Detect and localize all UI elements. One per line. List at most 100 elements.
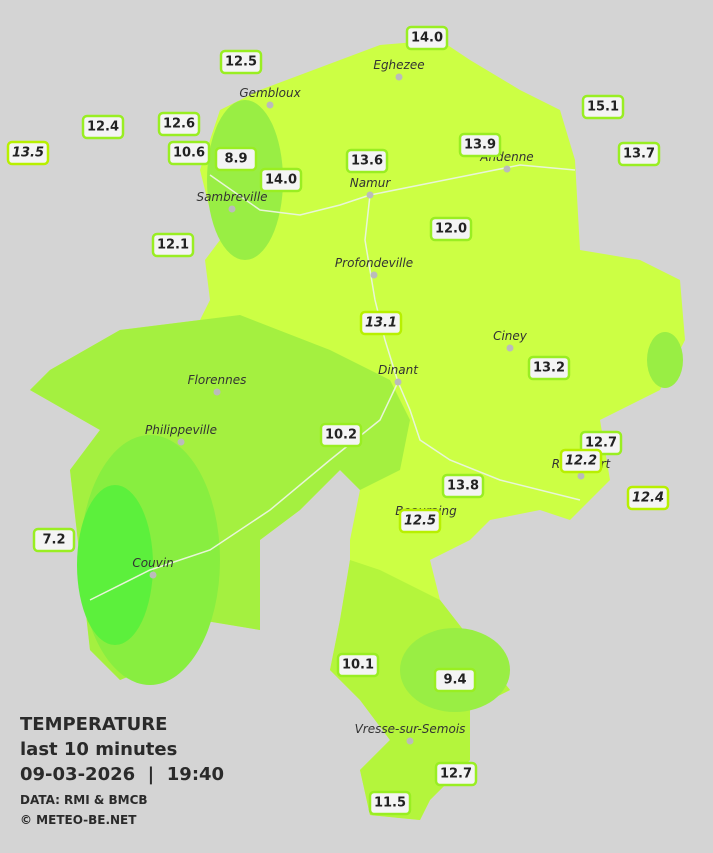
station: 12.5: [398, 508, 442, 534]
city-dot: [394, 378, 402, 386]
station-value: 13.1: [365, 316, 397, 331]
city-dot: [366, 191, 374, 199]
city-name: Ciney: [493, 329, 528, 343]
station: 11.5: [368, 790, 412, 816]
station-box: [405, 25, 449, 51]
station-box: [81, 114, 125, 140]
station-value: 9.4: [443, 673, 466, 688]
station: 15.1: [581, 94, 625, 120]
station-box: [214, 146, 258, 172]
station-box: [259, 167, 303, 193]
station-box: [527, 355, 571, 381]
station-value: 12.1: [157, 238, 189, 253]
city-dot: [503, 165, 511, 173]
station-box: [433, 667, 477, 693]
cool-zone-sambreville: [207, 100, 283, 260]
station: 10.1: [336, 652, 380, 678]
station-box: [559, 448, 603, 474]
legend-datetime: 09-03-2026 | 19:40: [20, 764, 224, 785]
city-name: Florennes: [188, 373, 247, 387]
station: 13.6: [345, 148, 389, 174]
station: 13.1: [359, 310, 403, 336]
station-box: [441, 473, 485, 499]
station: 12.0: [429, 216, 473, 242]
station-box: [345, 148, 389, 174]
city-dot: [149, 571, 157, 579]
station-box: [581, 94, 625, 120]
station-value: 10.6: [173, 146, 205, 161]
station-value: 11.5: [374, 796, 406, 811]
station-box: [151, 232, 195, 258]
station-value: 14.0: [265, 173, 297, 188]
legend-title: TEMPERATURE: [20, 714, 167, 735]
station: 13.5: [6, 140, 50, 166]
station-value: 12.2: [565, 454, 597, 469]
station-value: 10.1: [342, 658, 374, 673]
station: 10.6: [167, 140, 211, 166]
station-value: 12.7: [440, 767, 472, 782]
station-box: [157, 111, 201, 137]
station: 12.2: [559, 448, 603, 474]
city-name: Gembloux: [239, 86, 301, 100]
station: 13.2: [527, 355, 571, 381]
station-value: 13.5: [12, 146, 44, 161]
station-value: 15.1: [587, 100, 619, 115]
city-dot: [228, 205, 236, 213]
legend-copyright: © METEO-BE.NET: [20, 813, 137, 827]
station: 12.4: [81, 114, 125, 140]
cool-zone-east: [647, 332, 683, 388]
city-dot: [213, 388, 221, 396]
station-box: [32, 527, 76, 553]
station-value: 13.9: [464, 138, 496, 153]
city-dot: [577, 472, 585, 480]
cold-zone-couvin: [77, 485, 153, 645]
city-dot: [266, 101, 274, 109]
station: 12.7: [434, 761, 478, 787]
station-value: 12.5: [404, 514, 436, 529]
city-name: Philippeville: [145, 423, 217, 437]
station: 13.8: [441, 473, 485, 499]
city-name: Couvin: [132, 556, 173, 570]
station-value: 12.5: [225, 55, 257, 70]
city-name: Vresse-sur-Semois: [355, 722, 466, 736]
station-value: 14.0: [411, 31, 443, 46]
station: 13.7: [617, 141, 661, 167]
station-value: 10.2: [325, 428, 357, 443]
station: 13.9: [458, 132, 502, 158]
city-dot: [370, 271, 378, 279]
station-value: 13.2: [533, 361, 565, 376]
station-value: 13.8: [447, 479, 479, 494]
station: 12.4: [626, 485, 670, 511]
station: 10.2: [319, 422, 363, 448]
city-name: Sambreville: [196, 190, 267, 204]
station-box: [434, 761, 478, 787]
station-box: [6, 140, 50, 166]
station: 14.0: [259, 167, 303, 193]
station-value: 12.0: [435, 222, 467, 237]
station-value: 12.7: [585, 436, 617, 451]
station: 12.5: [219, 49, 263, 75]
station: 12.1: [151, 232, 195, 258]
city-dot: [406, 737, 414, 745]
station-box: [319, 422, 363, 448]
station-box: [167, 140, 211, 166]
station-value: 13.7: [623, 147, 655, 162]
station-box: [626, 485, 670, 511]
station-value: 7.2: [42, 533, 65, 548]
station-box: [398, 508, 442, 534]
legend-source: DATA: RMI & BMCB: [20, 793, 148, 807]
station-value: 8.9: [224, 152, 247, 167]
station-box: [617, 141, 661, 167]
city-name: Dinant: [378, 363, 419, 377]
legend-period: last 10 minutes: [20, 739, 177, 760]
station: 8.9: [214, 146, 258, 172]
station-box: [219, 49, 263, 75]
station-value: 12.4: [632, 491, 664, 506]
city-dot: [395, 73, 403, 81]
city-name: Profondeville: [335, 256, 413, 270]
station-value: 13.6: [351, 154, 383, 169]
city-dot: [177, 438, 185, 446]
city-name: Eghezee: [373, 58, 424, 72]
station-value: 12.4: [87, 120, 119, 135]
station: 7.2: [32, 527, 76, 553]
